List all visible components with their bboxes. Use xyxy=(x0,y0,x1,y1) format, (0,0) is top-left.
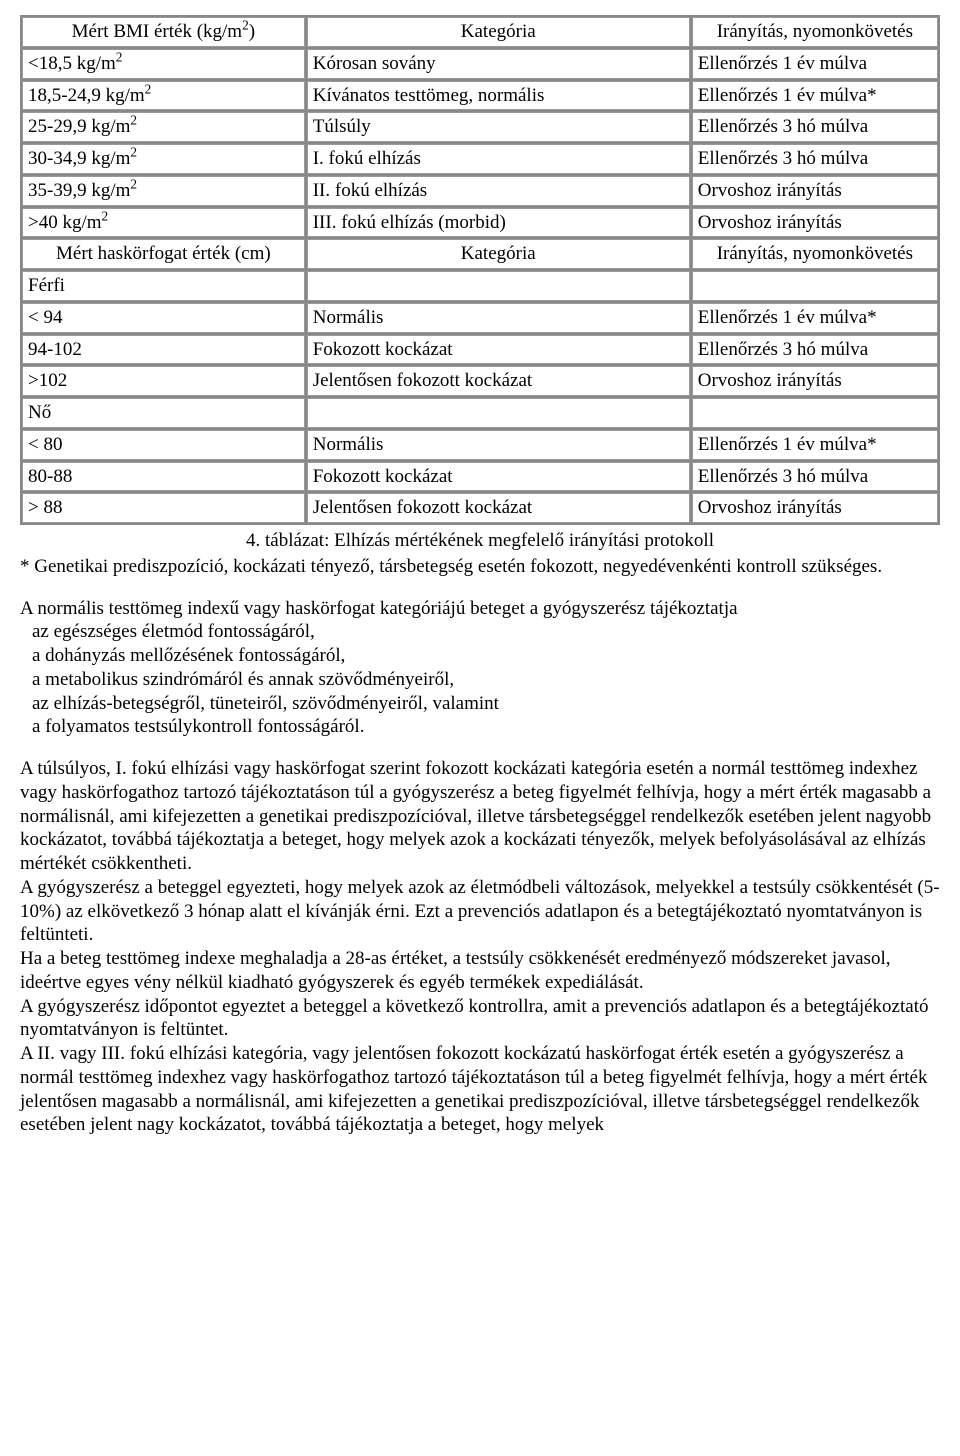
paragraph-normal: A normális testtömeg indexű vagy haskörf… xyxy=(20,597,940,740)
table-cell: II. fokú elhízás xyxy=(307,176,690,206)
table-cell: Ellenőrzés 1 év múlva xyxy=(692,49,938,79)
table-row: 25-29,9 kg/m2TúlsúlyEllenőrzés 3 hó múlv… xyxy=(22,112,938,142)
table-cell: < 80 xyxy=(22,430,305,460)
table-cell: <18,5 kg/m2 xyxy=(22,49,305,79)
table-cell: Orvoshoz irányítás xyxy=(692,176,938,206)
table-caption: 4. táblázat: Elhízás mértékének megfelel… xyxy=(20,529,940,553)
table-cell: Ellenőrzés 3 hó múlva xyxy=(692,462,938,492)
table-cell: Ellenőrzés 1 év múlva* xyxy=(692,303,938,333)
table-cell: Irányítás, nyomonkövetés xyxy=(692,17,938,47)
table-row: 35-39,9 kg/m2II. fokú elhízásOrvoshoz ir… xyxy=(22,176,938,206)
table-cell: Orvoshoz irányítás xyxy=(692,493,938,523)
table-cell xyxy=(307,398,690,428)
table-cell: Kórosan sovány xyxy=(307,49,690,79)
table-cell: Férfi xyxy=(22,271,305,301)
table-cell: Normális xyxy=(307,430,690,460)
table-cell: > 88 xyxy=(22,493,305,523)
table-cell: Ellenőrzés 3 hó múlva xyxy=(692,335,938,365)
table-cell: Kívánatos testtömeg, normális xyxy=(307,81,690,111)
table-cell: Fokozott kockázat xyxy=(307,462,690,492)
table-row: < 80NormálisEllenőrzés 1 év múlva* xyxy=(22,430,938,460)
table-cell: Normális xyxy=(307,303,690,333)
table-row: Nő xyxy=(22,398,938,428)
table-cell: Jelentősen fokozott kockázat xyxy=(307,366,690,396)
list-item: a folyamatos testsúlykontroll fontosságá… xyxy=(20,715,940,739)
table-cell xyxy=(307,271,690,301)
table-cell xyxy=(692,271,938,301)
table-cell: Ellenőrzés 3 hó múlva xyxy=(692,112,938,142)
table-cell: 35-39,9 kg/m2 xyxy=(22,176,305,206)
list-item: a metabolikus szindrómáról és annak szöv… xyxy=(20,668,940,692)
table-cell: 25-29,9 kg/m2 xyxy=(22,112,305,142)
table-cell: I. fokú elhízás xyxy=(307,144,690,174)
table-cell: 18,5-24,9 kg/m2 xyxy=(22,81,305,111)
paragraph-block: A túlsúlyos, I. fokú elhízási vagy haskö… xyxy=(20,757,940,1137)
p3: A túlsúlyos, I. fokú elhízási vagy haskö… xyxy=(20,757,940,876)
table-cell: 30-34,9 kg/m2 xyxy=(22,144,305,174)
table-cell: Nő xyxy=(22,398,305,428)
table-row: >102Jelentősen fokozott kockázatOrvoshoz… xyxy=(22,366,938,396)
list-item: a dohányzás mellőzésének fontosságáról, xyxy=(20,644,940,668)
table-cell: < 94 xyxy=(22,303,305,333)
table-cell: Túlsúly xyxy=(307,112,690,142)
table-row: Férfi xyxy=(22,271,938,301)
table-cell: Kategória xyxy=(307,239,690,269)
bmi-waist-table: Mért BMI érték (kg/m2)KategóriaIrányítás… xyxy=(20,15,940,525)
list-item: az elhízás-betegségről, tüneteiről, szöv… xyxy=(20,692,940,716)
p5: Ha a beteg testtömeg indexe meghaladja a… xyxy=(20,947,940,995)
table-cell xyxy=(692,398,938,428)
table-row: < 94NormálisEllenőrzés 1 év múlva* xyxy=(22,303,938,333)
table-cell: Orvoshoz irányítás xyxy=(692,208,938,238)
footnote: * Genetikai prediszpozíció, kockázati té… xyxy=(20,555,940,579)
p7: A II. vagy III. fokú elhízási kategória,… xyxy=(20,1042,940,1137)
table-cell: Irányítás, nyomonkövetés xyxy=(692,239,938,269)
table-cell: Jelentősen fokozott kockázat xyxy=(307,493,690,523)
p6: A gyógyszerész időpontot egyeztet a bete… xyxy=(20,995,940,1043)
table-row: >40 kg/m2III. fokú elhízás (morbid)Orvos… xyxy=(22,208,938,238)
table-cell: 80-88 xyxy=(22,462,305,492)
p2-intro: A normális testtömeg indexű vagy haskörf… xyxy=(20,597,940,621)
table-cell: 94-102 xyxy=(22,335,305,365)
table-cell: Orvoshoz irányítás xyxy=(692,366,938,396)
table-row: Mért haskörfogat érték (cm)KategóriaIrán… xyxy=(22,239,938,269)
table-cell: Ellenőrzés 3 hó múlva xyxy=(692,144,938,174)
table-row: 94-102Fokozott kockázatEllenőrzés 3 hó m… xyxy=(22,335,938,365)
table-cell: Ellenőrzés 1 év múlva* xyxy=(692,430,938,460)
table-cell: Fokozott kockázat xyxy=(307,335,690,365)
table-row: Mért BMI érték (kg/m2)KategóriaIrányítás… xyxy=(22,17,938,47)
table-row: 18,5-24,9 kg/m2Kívánatos testtömeg, norm… xyxy=(22,81,938,111)
p4: A gyógyszerész a beteggel egyezteti, hog… xyxy=(20,876,940,947)
table-cell: Mért BMI érték (kg/m2) xyxy=(22,17,305,47)
list-item: az egészséges életmód fontosságáról, xyxy=(20,620,940,644)
table-row: > 88Jelentősen fokozott kockázatOrvoshoz… xyxy=(22,493,938,523)
table-row: 30-34,9 kg/m2I. fokú elhízásEllenőrzés 3… xyxy=(22,144,938,174)
table-cell: Mért haskörfogat érték (cm) xyxy=(22,239,305,269)
table-row: 80-88Fokozott kockázatEllenőrzés 3 hó mú… xyxy=(22,462,938,492)
table-cell: Kategória xyxy=(307,17,690,47)
table-cell: >102 xyxy=(22,366,305,396)
table-row: <18,5 kg/m2Kórosan soványEllenőrzés 1 év… xyxy=(22,49,938,79)
table-cell: Ellenőrzés 1 év múlva* xyxy=(692,81,938,111)
table-cell: >40 kg/m2 xyxy=(22,208,305,238)
table-cell: III. fokú elhízás (morbid) xyxy=(307,208,690,238)
